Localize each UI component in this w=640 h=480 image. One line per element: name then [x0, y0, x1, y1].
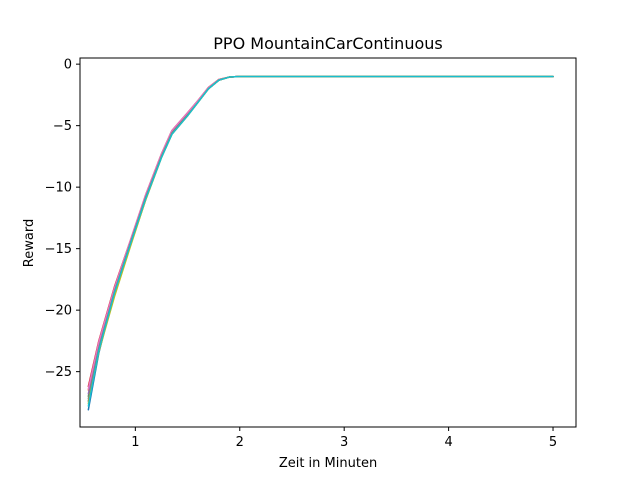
x-axis-ticks: 1 2 3 4 5	[131, 427, 557, 450]
y-tick-label: −10	[45, 181, 72, 196]
x-tick-label: 5	[549, 435, 557, 450]
y-axis-label: Reward	[22, 219, 37, 267]
x-tick-label: 1	[131, 435, 139, 450]
series-lines	[87, 75, 554, 411]
chart-title: PPO MountainCarContinuous	[213, 34, 442, 53]
x-tick-label: 3	[340, 435, 348, 450]
x-axis-label: Zeit in Minuten	[279, 456, 377, 471]
y-tick-label: −20	[45, 304, 72, 319]
y-tick-label: −15	[45, 242, 72, 257]
y-tick-label: 0	[64, 58, 72, 73]
y-axis-ticks: 0 −5 −10 −15 −20 −25	[45, 58, 80, 380]
plot-frame	[79, 57, 577, 428]
x-tick-label: 2	[236, 435, 244, 450]
series-line-10	[87, 75, 554, 407]
x-tick-label: 4	[444, 435, 452, 450]
y-tick-label: −5	[53, 119, 72, 134]
y-tick-label: −25	[45, 365, 72, 380]
